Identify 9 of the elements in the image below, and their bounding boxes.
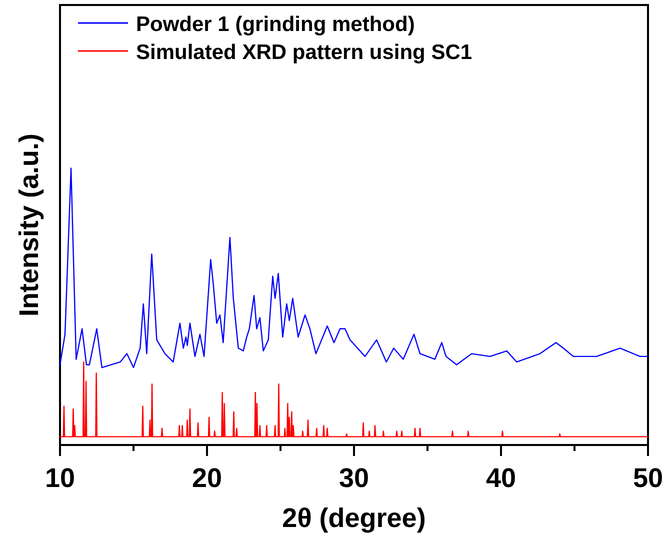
legend-label: Powder 1 (grinding method) <box>136 13 415 36</box>
legend-label: Simulated XRD pattern using SC1 <box>136 41 472 64</box>
x-tick-label: 30 <box>338 463 370 493</box>
x-tick-label: 20 <box>192 463 222 493</box>
x-tick-label: 50 <box>632 463 662 493</box>
y-axis-title: Intensity (a.u.) <box>14 133 44 317</box>
x-tick-label: 40 <box>486 463 516 493</box>
x-axis-title: 2θ (degree) <box>282 503 426 533</box>
x-tick-label: 10 <box>44 463 76 493</box>
